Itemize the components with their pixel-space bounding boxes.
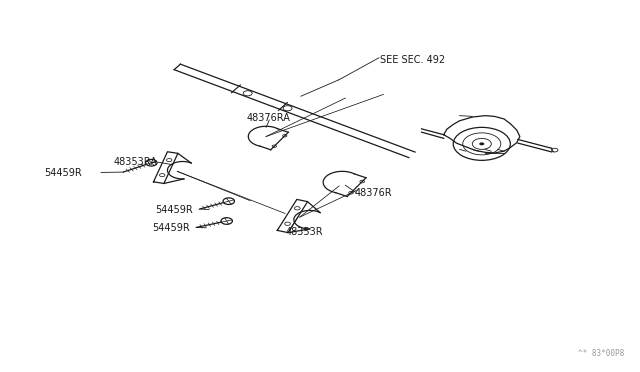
Text: ^* 83*00P8: ^* 83*00P8 bbox=[579, 349, 625, 358]
Text: 48376R: 48376R bbox=[355, 188, 392, 198]
Text: 48353R: 48353R bbox=[285, 227, 323, 237]
Text: 48376RA: 48376RA bbox=[247, 113, 291, 123]
Text: SEE SEC. 492: SEE SEC. 492 bbox=[380, 55, 445, 65]
Text: 48353RA: 48353RA bbox=[114, 157, 157, 167]
Text: 54459R: 54459R bbox=[152, 223, 189, 233]
Text: 54459R: 54459R bbox=[155, 205, 193, 215]
Circle shape bbox=[479, 142, 484, 145]
Text: 54459R: 54459R bbox=[44, 168, 82, 178]
